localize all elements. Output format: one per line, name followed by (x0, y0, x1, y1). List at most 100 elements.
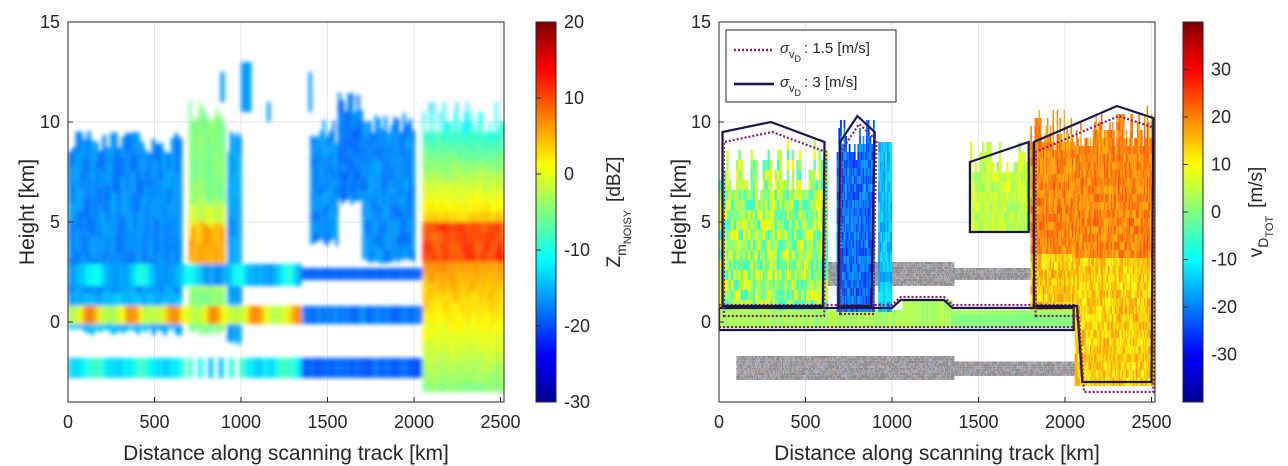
noise-pixel (952, 271, 955, 274)
reflectivity-cell (499, 132, 502, 142)
reflectivity-cell (480, 242, 483, 252)
reflectivity-cell (426, 222, 429, 232)
reflectivity-cell (445, 132, 448, 142)
reflectivity-cell (424, 332, 427, 342)
reflectivity-cell (443, 272, 446, 282)
reflectivity-cell (480, 112, 483, 122)
reflectivity-cell (468, 362, 471, 372)
reflectivity-cell (335, 225, 339, 236)
reflectivity-cell (466, 292, 469, 302)
reflectivity-cell (247, 306, 250, 324)
reflectivity-cell (371, 171, 375, 185)
reflectivity-cell (132, 358, 136, 378)
reflectivity-cell (443, 172, 446, 182)
reflectivity-cell (298, 264, 302, 286)
reflectivity-cell (484, 182, 488, 192)
reflectivity-cell (322, 205, 326, 219)
reflectivity-cell (445, 282, 448, 292)
reflectivity-cell (433, 262, 436, 272)
reflectivity-cell (457, 262, 461, 272)
reflectivity-cell (489, 152, 492, 162)
reflectivity-cell (210, 314, 214, 336)
reflectivity-cell (464, 222, 467, 232)
reflectivity-cell (109, 173, 114, 194)
reflectivity-cell (221, 306, 224, 324)
reflectivity-cell (316, 168, 320, 179)
reflectivity-cell (493, 302, 496, 312)
reflectivity-cell (203, 178, 207, 201)
reflectivity-cell (374, 158, 378, 174)
reflectivity-cell (210, 264, 214, 286)
reflectivity-cell (198, 242, 202, 266)
reflectivity-cell (405, 177, 409, 191)
reflectivity-cell (499, 202, 502, 212)
reflectivity-cell (441, 152, 444, 162)
reflectivity-cell (350, 104, 354, 116)
reflectivity-cell (328, 130, 333, 142)
reflectivity-cell (132, 291, 137, 312)
reflectivity-cell (457, 312, 461, 322)
reflectivity-cell (371, 197, 375, 211)
reflectivity-cell (468, 382, 471, 392)
reflectivity-cell (232, 322, 235, 344)
reflectivity-cell (140, 160, 145, 180)
reflectivity-cell (83, 306, 87, 324)
reflectivity-cell (437, 182, 440, 192)
reflectivity-cell (73, 358, 76, 378)
reflectivity-cell (437, 222, 440, 232)
reflectivity-cell (117, 220, 122, 239)
reflectivity-cell (457, 352, 461, 362)
reflectivity-cell (493, 182, 496, 192)
reflectivity-cell (337, 113, 342, 125)
reflectivity-cell (350, 160, 354, 172)
reflectivity-cell (288, 264, 292, 286)
reflectivity-cell (501, 372, 504, 382)
reflectivity-cell (411, 222, 416, 236)
reflectivity-cell (337, 103, 342, 114)
reflectivity-cell (455, 372, 458, 382)
reflectivity-cell (489, 142, 492, 152)
reflectivity-cell (449, 292, 452, 302)
reflectivity-cell (460, 122, 463, 132)
reflectivity-cell (460, 142, 463, 152)
reflectivity-cell (306, 358, 310, 378)
reflectivity-cell (112, 306, 115, 324)
reflectivity-cell (206, 137, 209, 160)
reflectivity-cell (493, 362, 496, 372)
reflectivity-cell (262, 358, 266, 378)
reflectivity-cell (457, 162, 461, 172)
reflectivity-cell (472, 192, 475, 202)
reflectivity-cell (249, 358, 253, 378)
reflectivity-cell (102, 213, 107, 233)
reflectivity-cell (369, 358, 372, 378)
reflectivity-cell (428, 282, 431, 292)
reflectivity-cell (447, 202, 450, 212)
reflectivity-cell (341, 193, 345, 204)
reflectivity-cell (462, 292, 465, 302)
reflectivity-cell (449, 132, 452, 142)
reflectivity-cell (328, 185, 333, 197)
reflectivity-cell (464, 242, 467, 252)
reflectivity-cell (478, 322, 481, 332)
reflectivity-cell (435, 272, 438, 282)
reflectivity-cell (441, 362, 444, 372)
reflectivity-cell (341, 131, 345, 142)
reflectivity-cell (140, 235, 145, 255)
reflectivity-cell (93, 264, 97, 286)
reflectivity-cell (374, 144, 378, 159)
reflectivity-cell (499, 322, 502, 332)
reflectivity-cell (75, 230, 80, 250)
reflectivity-cell (501, 132, 504, 142)
reflectivity-cell (447, 282, 450, 292)
reflectivity-cell (443, 202, 446, 212)
reflectivity-cell (376, 268, 380, 280)
reflectivity-cell (400, 358, 403, 378)
reflectivity-cell (314, 268, 318, 280)
reflectivity-cell (426, 272, 429, 282)
reflectivity-cell (310, 135, 314, 147)
reflectivity-cell (464, 132, 467, 142)
reflectivity-cell (453, 282, 456, 292)
colorbar-tick-label: -10 (564, 240, 590, 260)
reflectivity-cell (435, 372, 438, 382)
reflectivity-cell (79, 151, 84, 172)
